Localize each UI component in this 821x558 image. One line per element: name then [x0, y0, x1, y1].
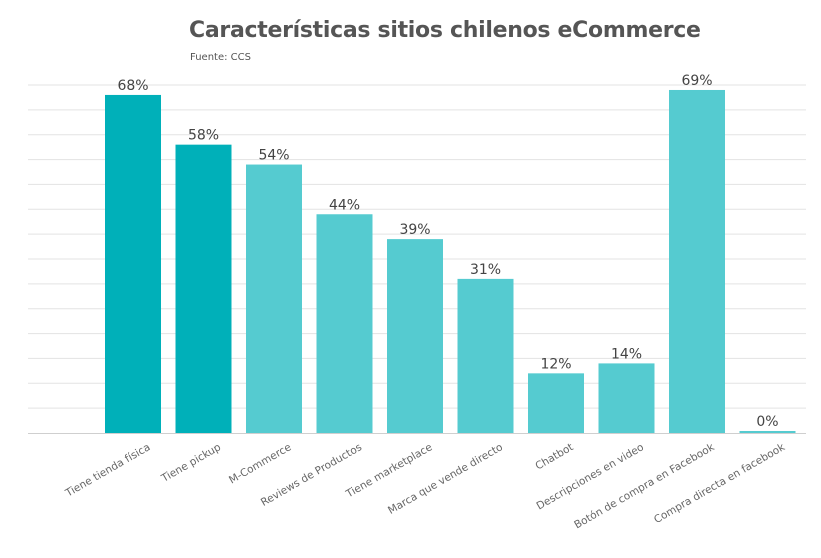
category-tick-label: Tiene pickup [159, 441, 224, 485]
data-label: 14% [611, 346, 642, 362]
value-labels: 68% 58% 54% 44% 39% 31% 12% 14% 69% 0% [117, 73, 778, 430]
data-label: 69% [681, 73, 712, 89]
category-labels: Tiene tienda física Tiene pickup M-Commerc… [63, 441, 788, 532]
data-label: 68% [117, 78, 148, 94]
bar [669, 89, 725, 433]
bar [105, 94, 161, 433]
category-tick-label: Tiene tienda física [63, 441, 153, 500]
category-tick-label: Marca que vende directo [386, 441, 505, 517]
category-tick-label: Botón de compra en Facebook [572, 441, 717, 532]
data-label: 12% [540, 356, 571, 372]
category-tick-label: Compra directa en facebook [652, 441, 788, 526]
data-label: 54% [258, 148, 289, 164]
data-label: 39% [399, 222, 430, 238]
chart-title: Características sitios chilenos eCommerc… [189, 18, 701, 43]
bar [528, 373, 584, 433]
bar [246, 164, 302, 434]
bar [175, 144, 232, 433]
data-label: 58% [188, 128, 219, 144]
chart-subtitle: Fuente: CCS [190, 52, 251, 63]
bar [739, 431, 796, 433]
data-label: 0% [756, 414, 778, 430]
bar [457, 278, 514, 433]
bar [387, 239, 443, 433]
bars [105, 89, 796, 434]
bar [316, 214, 373, 433]
data-label: 44% [329, 197, 360, 213]
category-tick-label: M-Commerce [227, 441, 293, 486]
category-tick-label: Chatbot [533, 441, 575, 472]
bar [598, 363, 655, 433]
data-label: 31% [470, 262, 501, 278]
